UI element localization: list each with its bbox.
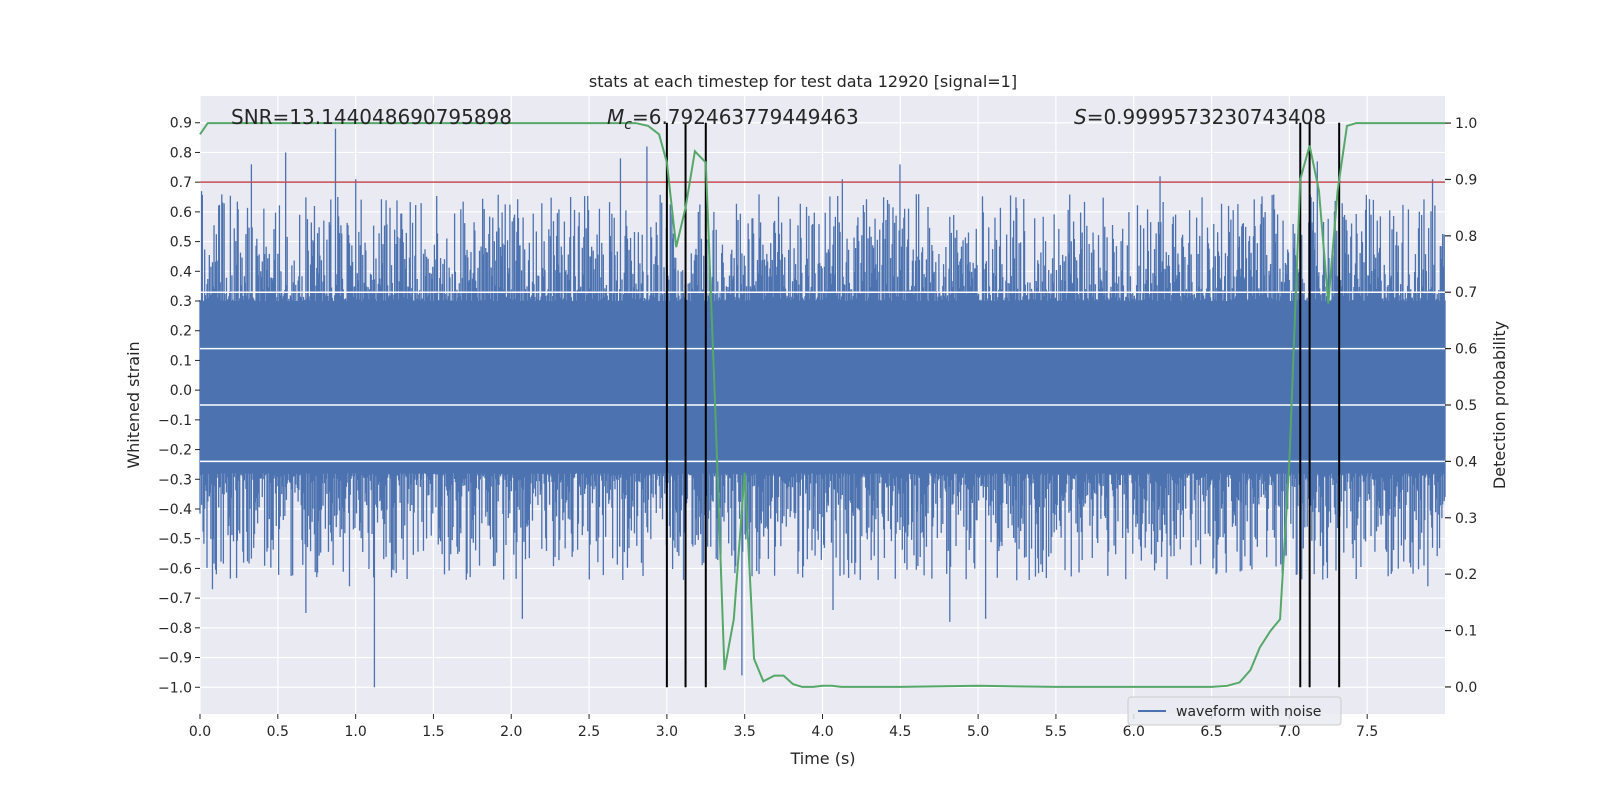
y-tick-label: −0.8 [158, 621, 192, 637]
y-tick-label: −0.2 [158, 443, 192, 459]
y-tick-label: 0.3 [170, 294, 192, 310]
y2-tick-label: 0.4 [1455, 454, 1477, 470]
snr-annotation: SNR=13.144048690795898 [231, 105, 512, 129]
y2-tick-label: 0.9 [1455, 172, 1477, 188]
y-tick-label: 0.5 [170, 235, 192, 251]
legend: waveform with noise [1127, 696, 1342, 726]
x-axis-ticks: 0.0 0.5 1.0 1.5 2.0 2.5 3.0 3.5 4.0 4.5 5.0 5.5 6.0 6… [189, 714, 1378, 740]
x-tick-label: 5.0 [967, 724, 989, 740]
y2-tick-label: 0.5 [1455, 398, 1477, 414]
legend-label: waveform with noise [1176, 704, 1321, 720]
detection-markers [665, 122, 1341, 688]
y2-tick-label: 0.0 [1455, 680, 1477, 696]
y-tick-label: −0.4 [158, 502, 192, 518]
x-axis-label: Time (s) [789, 749, 855, 768]
mc-subscript: c [624, 117, 632, 133]
s-symbol: S [1074, 105, 1087, 129]
y-tick-label: −0.9 [158, 651, 192, 667]
y2-axis-label: Detection probability [1490, 321, 1509, 489]
y-tick-label: 0.0 [170, 383, 192, 399]
y-tick-label: 0.9 [170, 116, 192, 132]
x-tick-label: 2.0 [500, 724, 522, 740]
x-tick-label: 0.0 [189, 724, 211, 740]
x-tick-label: 0.5 [267, 724, 289, 740]
y-tick-label: −0.6 [158, 561, 192, 577]
y-tick-label: −0.1 [158, 413, 192, 429]
mc-symbol: M [607, 105, 624, 129]
s-value: =0.9999573230743408 [1087, 105, 1326, 129]
y-tick-label: −0.7 [158, 591, 192, 607]
x-tick-label: 7.0 [1278, 724, 1300, 740]
chart-title: stats at each timestep for test data 129… [589, 72, 1017, 91]
x-tick-label: 1.5 [422, 724, 444, 740]
y-tick-label: −0.3 [158, 472, 192, 488]
y-tick-label: 0.8 [170, 145, 192, 161]
y-axis-ticks: 0.9 0.8 0.7 0.6 0.5 0.4 0.3 0.2 0.1 0.0 −0.1 −0.2 −0… [158, 116, 200, 696]
y-tick-label: −0.5 [158, 532, 192, 548]
x-tick-label: 4.0 [811, 724, 833, 740]
x-tick-label: 3.0 [656, 724, 678, 740]
x-tick-label: 7.5 [1356, 724, 1378, 740]
y2-tick-label: 0.1 [1455, 624, 1477, 640]
legend-box [1127, 696, 1342, 726]
y-tick-label: −1.0 [158, 680, 192, 696]
mc-value: =6.792463779449463 [632, 105, 859, 129]
y2-axis-ticks: 1.0 0.9 0.8 0.7 0.6 0.5 0.4 0.3 0.2 0.1 0.0 [1445, 116, 1477, 696]
s-annotation: S=0.9999573230743408 [1074, 105, 1326, 129]
waveform-with-noise-series [199, 128, 1446, 688]
x-tick-label: 3.5 [734, 724, 756, 740]
y-tick-label: 0.6 [170, 205, 192, 221]
detection-probability-line [199, 122, 1445, 688]
y2-tick-label: 0.2 [1455, 567, 1477, 583]
y-tick-label: 0.2 [170, 324, 192, 340]
mc-annotation: Mc=6.792463779449463 [607, 105, 859, 133]
x-tick-label: 5.5 [1045, 724, 1067, 740]
y-tick-label: 0.7 [170, 175, 192, 191]
x-tick-label: 6.5 [1200, 724, 1222, 740]
y2-tick-label: 0.7 [1455, 285, 1477, 301]
y-tick-label: 0.1 [170, 353, 192, 369]
y-tick-label: 0.4 [170, 264, 192, 280]
x-tick-label: 2.5 [578, 724, 600, 740]
y-axis-label: Whitened strain [124, 341, 143, 468]
x-tick-label: 4.5 [889, 724, 911, 740]
y2-tick-label: 0.3 [1455, 511, 1477, 527]
overlay-lines [200, 291, 1445, 463]
y2-tick-label: 0.8 [1455, 229, 1477, 245]
x-tick-label: 6.0 [1123, 724, 1145, 740]
waveform-core-band [200, 303, 1445, 471]
x-tick-label: 1.0 [344, 724, 366, 740]
y2-tick-label: 1.0 [1455, 116, 1477, 132]
y2-tick-label: 0.6 [1455, 342, 1477, 358]
